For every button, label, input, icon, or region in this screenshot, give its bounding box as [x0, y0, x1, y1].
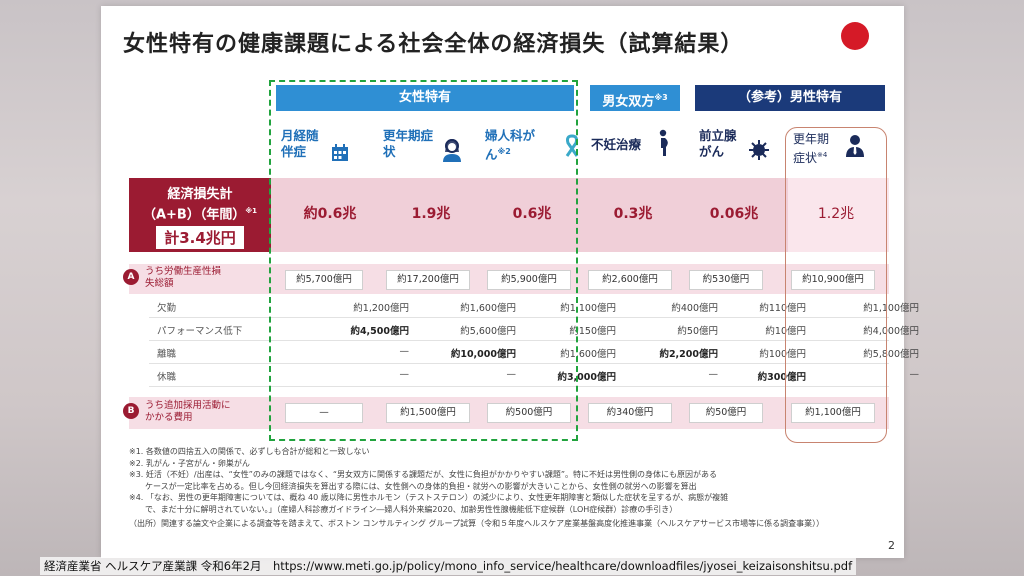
cell: 約150億円 [569, 326, 616, 337]
total-loss-title: 経済損失計 [167, 187, 233, 202]
footnote: ※1. 各数値の四捨五入の関係で、必ずしも合計が総和と一致しない [129, 447, 370, 456]
row-a-value: 約2,600億円 [588, 270, 672, 290]
header-male: （参考）男性特有 [695, 85, 885, 111]
cell: 約110億円 [759, 303, 806, 314]
total-loss-value: 約0.6兆 [303, 206, 357, 222]
total-loss-band-reference [788, 178, 889, 252]
cell: 約10,000億円 [450, 349, 516, 360]
subheader-label: 前立腺がん [699, 128, 737, 159]
cell: 約3,000億円 [557, 372, 616, 383]
subheader-menstrual: 月経随伴症 [281, 128, 348, 161]
row-b-value: 約50億円 [689, 403, 763, 423]
cell: 約1,100億円 [560, 303, 616, 314]
pregnant-icon [659, 129, 668, 156]
footnote: ケースが一定比率を占める。但し今回経済損失を算出する際には、女性側への身体的負担… [129, 481, 697, 491]
row-b-value: — [285, 403, 363, 423]
cell: 約1,100億円 [863, 303, 919, 314]
header-both-label: 男女双方 [602, 94, 655, 110]
cell: 約2,200億円 [659, 349, 718, 360]
total-loss-sum: 計3.4兆円 [156, 226, 244, 250]
footnote: ※2. 乳がん・子宮がん・卵巣がん [129, 458, 250, 468]
footnotes: ※1. 各数値の四捨五入の関係で、必ずしも合計が総和と一致しない ※2. 乳がん… [129, 446, 889, 530]
row-a-value: 約530億円 [689, 270, 763, 290]
header-both-note: ※3 [654, 93, 668, 102]
header-female: 女性特有 [276, 85, 574, 111]
row-a-value: 約5,700億円 [285, 270, 363, 290]
cell: 約1,600億円 [560, 349, 616, 360]
footnote: ※4. 「なお、男性の更年期障害については、概ね 40 歳以降に男性ホルモン（テ… [129, 493, 729, 502]
row-label: 休職 [157, 372, 177, 383]
cell: 約5,800億円 [863, 349, 919, 360]
row-a-value: 約17,200億円 [386, 270, 470, 290]
total-loss-label: 経済損失計 （A+B）（年間）※1 計3.4兆円 [129, 178, 271, 252]
cell: 約4,000億円 [863, 326, 919, 337]
table-row: 離職 — 約10,000億円 約1,600億円 約2,200億円 約100億円 … [149, 341, 919, 364]
slide: 女性特有の健康課題による社会全体の経済損失（試算結果） 女性特有 男女双方※3 … [101, 6, 919, 558]
row-b-value: 約1,500億円 [386, 403, 470, 423]
cell: — [399, 369, 410, 380]
cell: 約50億円 [677, 326, 718, 337]
cell: — [399, 346, 410, 357]
total-loss-value: 0.6兆 [512, 206, 552, 222]
cell: 約5,600億円 [460, 326, 516, 337]
subheader-infertility: 不妊治療 [591, 129, 668, 156]
total-loss-period: （A+B）（年間） [142, 207, 246, 223]
japan-flag-icon [841, 22, 869, 50]
row-label: 離職 [157, 349, 177, 360]
subheader-label: 更年期症状 [793, 132, 830, 165]
source-note: （出所）関連する論文や企業による調査等を踏まえて、ボストン コンサルティング グ… [129, 519, 825, 528]
cell: 約4,500億円 [350, 326, 409, 337]
cell: 約100億円 [759, 349, 806, 360]
cell: — [708, 369, 719, 380]
row-b-value: 約1,100億円 [791, 403, 875, 423]
table-row: 休職 — — 約3,000億円 — 約300億円 — [149, 364, 919, 387]
slide-title: 女性特有の健康課題による社会全体の経済損失（試算結果） [123, 32, 744, 57]
cell: 約400億円 [671, 303, 718, 314]
footnote: ※3. 妊活（不妊）/出産は、“女性”のみの課題ではなく、“男女双方に関係する課… [129, 470, 717, 479]
cell: 約1,200億円 [353, 303, 409, 314]
row-label: 欠勤 [157, 303, 177, 314]
table-row: 欠勤 約1,200億円 約1,600億円 約1,100億円 約400億円 約11… [149, 295, 919, 318]
footnote: で、まだ十分に解明されていない。」（産婦人科診療ガイドライン―婦人科外来編202… [129, 504, 678, 514]
woman-icon [443, 139, 461, 162]
total-loss-value: 1.2兆 [817, 206, 855, 222]
total-loss-value: 0.3兆 [613, 206, 653, 222]
female-highlight-frame [269, 80, 578, 441]
row-a-label: うち労働生産性損失総額 [145, 266, 222, 289]
subheader-menopause-female: 更年期症状 [383, 128, 461, 162]
row-a-value: 約10,900億円 [791, 270, 875, 290]
subheader-label: 月経随伴症 [281, 128, 319, 159]
footer-citation[interactable]: 経済産業省 ヘルスケア産業課 令和6年2月 https://www.meti.g… [40, 557, 857, 575]
row-b-value: 約340億円 [588, 403, 672, 423]
subheader-note: ※2 [497, 147, 511, 156]
virus-icon [749, 140, 769, 160]
subheader-prostate-cancer: 前立腺がん [699, 128, 769, 160]
cell: 約1,600億円 [460, 303, 516, 314]
row-a-badge: A [123, 269, 139, 285]
subheader-gyn-cancer: 婦人科がん※2 [485, 128, 579, 163]
cell: 約300億円 [757, 372, 806, 383]
total-loss-subtitle: （A+B）（年間）※1 [129, 203, 271, 223]
header-both: 男女双方※3 [590, 85, 680, 111]
cell: — [909, 369, 920, 380]
subheader-label: 婦人科がん [485, 128, 536, 163]
row-b-value: 約500億円 [487, 403, 571, 423]
total-loss-note: ※1 [245, 207, 258, 215]
row-b-label: うち追加採用活動にかかる費用 [145, 400, 231, 423]
subheader-label: 不妊治療 [591, 137, 642, 152]
total-loss-value: 0.06兆 [709, 206, 759, 222]
subheader-label: 更年期症状 [383, 128, 434, 159]
subheader-menopause-male: 更年期症状※4 [793, 131, 864, 166]
row-b-badge: B [123, 403, 139, 419]
male-menopause-frame [785, 127, 887, 443]
cell: — [506, 369, 517, 380]
total-loss-value: 1.9兆 [411, 206, 451, 222]
row-label: パフォーマンス低下 [157, 326, 243, 337]
row-a-value: 約5,900億円 [487, 270, 571, 290]
calendar-icon [332, 144, 348, 161]
man-icon [846, 135, 864, 157]
page-number: 2 [888, 539, 895, 552]
subheader-note: ※4 [817, 151, 828, 159]
